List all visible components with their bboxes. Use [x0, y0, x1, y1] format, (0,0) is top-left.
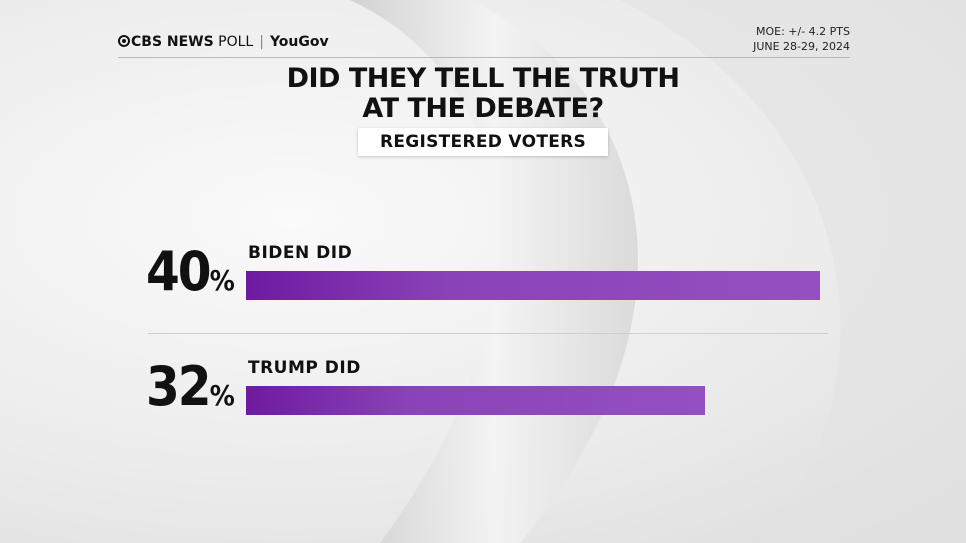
brand-partner: YouGov: [269, 34, 329, 50]
poll-dates: JUNE 28-29, 2024: [753, 40, 850, 53]
title-line-1: DID THEY TELL THE TRUTH: [286, 63, 680, 94]
percent-sign: %: [209, 379, 235, 412]
bar: [246, 271, 820, 300]
subtitle-text: REGISTERED VOTERS: [379, 132, 587, 152]
value-label: 32%: [146, 355, 235, 418]
header-rule: [118, 57, 850, 58]
title-line-2: AT THE DEBATE?: [362, 93, 604, 124]
subtitle-badge: REGISTERED VOTERS: [358, 128, 608, 156]
percent-sign: %: [209, 264, 235, 297]
value-number: 32: [146, 355, 212, 418]
moe-text: MOE: +/- 4.2 PTS: [755, 25, 850, 38]
category-label: TRUMP DID: [248, 358, 361, 378]
brand-poll: POLL: [218, 34, 254, 50]
cbs-eye-icon: [118, 35, 130, 47]
poll-meta: MOE: +/- 4.2 PTS JUNE 28-29, 2024: [753, 24, 850, 54]
brand-cbs: CBS NEWS: [131, 34, 214, 50]
bar: [246, 386, 705, 415]
header: CBS NEWS POLL | YouGov MOE: +/- 4.2 PTS JU…: [118, 25, 850, 58]
chart-title: DID THEY TELL THE TRUTH AT THE DEBATE?: [0, 64, 966, 124]
brand-logo: CBS NEWS POLL | YouGov: [118, 34, 329, 50]
row-divider: [148, 333, 828, 334]
value-number: 40: [146, 240, 212, 303]
category-label: BIDEN DID: [248, 243, 353, 263]
value-label: 40%: [146, 240, 235, 303]
